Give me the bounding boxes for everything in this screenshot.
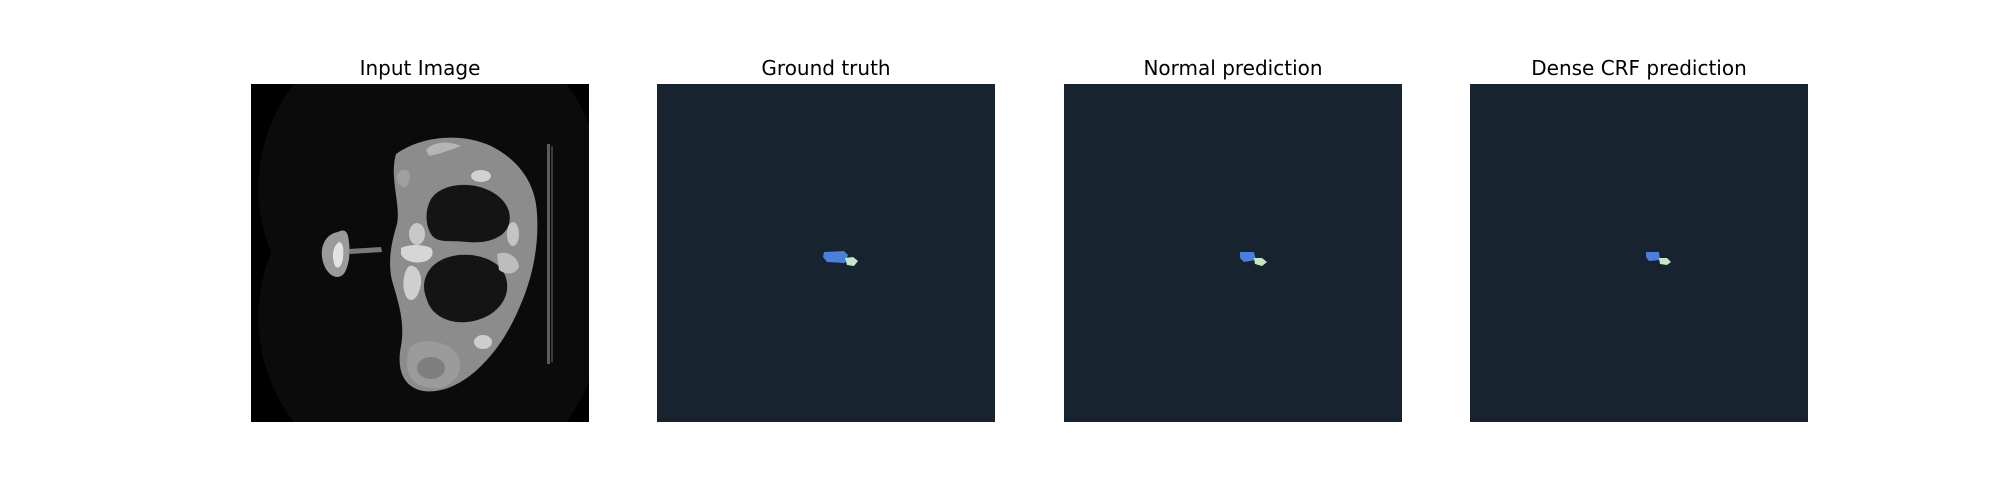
segment-class-2 xyxy=(1254,258,1267,266)
lower-limb-core xyxy=(417,357,445,379)
limb-tendon xyxy=(349,247,382,254)
panel-title-dense-crf-prediction: Dense CRF prediction xyxy=(1531,56,1747,80)
rib-section-right xyxy=(507,222,519,246)
upper-lung xyxy=(426,184,510,243)
segment-class-2 xyxy=(1659,258,1671,265)
scanner-table-edge-inner xyxy=(551,146,553,362)
sternum-bone xyxy=(401,245,433,263)
panel-normal-prediction xyxy=(1064,84,1402,422)
normal-prediction-mask xyxy=(1064,84,1402,422)
segment-class-1 xyxy=(823,251,848,263)
scanner-table-edge xyxy=(547,144,550,364)
limb-bone xyxy=(332,242,344,268)
rib-section-top xyxy=(471,170,491,182)
mask-background xyxy=(1064,84,1402,422)
segment-class-1 xyxy=(1646,252,1660,261)
rib-section-bottom xyxy=(474,335,492,349)
panel-title-input-image: Input Image xyxy=(359,56,481,80)
spine-bone xyxy=(497,252,519,274)
lower-lung xyxy=(424,254,508,323)
rib-section-left xyxy=(403,265,422,301)
input-image-ct-scan xyxy=(251,84,589,422)
upper-nub xyxy=(396,169,411,188)
panel-input-image xyxy=(251,84,589,422)
panel-dense-crf-prediction xyxy=(1470,84,1808,422)
segment-class-2 xyxy=(845,257,858,266)
segment-class-1 xyxy=(1240,252,1256,262)
panel-ground-truth xyxy=(657,84,995,422)
panel-title-normal-prediction: Normal prediction xyxy=(1143,56,1323,80)
rib-section-upper xyxy=(409,223,425,245)
dense-crf-prediction-mask xyxy=(1470,84,1808,422)
panel-title-ground-truth: Ground truth xyxy=(761,56,891,80)
dorsal-protrusion xyxy=(426,142,461,156)
mask-background xyxy=(1470,84,1808,422)
ground-truth-mask xyxy=(657,84,995,422)
